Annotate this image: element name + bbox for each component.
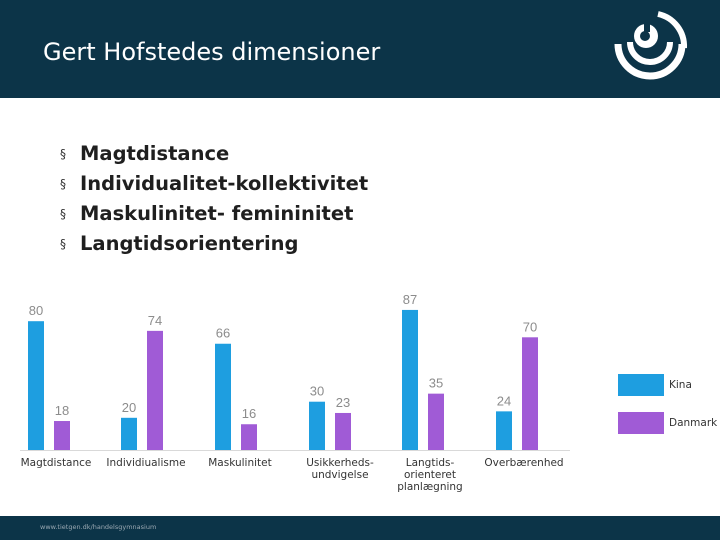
bullet-text: Individualitet-kollektivitet	[80, 172, 369, 195]
data-label: 30	[310, 384, 324, 399]
bullet-text: Maskulinitet- femininitet	[80, 202, 354, 225]
bar-kina	[402, 309, 418, 450]
bar-danmark	[428, 393, 444, 450]
data-label: 80	[29, 303, 43, 318]
bar-kina	[309, 401, 325, 450]
data-label: 74	[148, 313, 162, 328]
category-label: Maskulinitet	[208, 457, 271, 469]
bullet-marker: §	[60, 177, 66, 191]
category-label: Langtids-orienteret planlægning	[397, 457, 462, 493]
data-label: 87	[403, 292, 417, 307]
data-label: 20	[122, 400, 136, 415]
category-label: Individiualisme	[106, 457, 185, 469]
bullet-marker: §	[60, 147, 66, 161]
data-label: 18	[55, 403, 69, 418]
bullet-item: § Langtidsorientering	[60, 229, 368, 259]
hofstede-bar-chart: 80 20 66 30 87 24 18 74 16 23 35 70 Magtdistance Indi…	[20, 292, 718, 493]
bar-kina	[496, 411, 512, 450]
bullet-marker: §	[60, 237, 66, 251]
bar-kina	[121, 417, 137, 450]
bar-danmark	[522, 337, 538, 450]
data-label: 66	[216, 326, 230, 341]
bar-danmark	[147, 330, 163, 450]
footer-bar: www.tietgen.dk/handelsgymnasium	[0, 516, 720, 540]
bar-danmark	[335, 412, 351, 450]
data-label: 70	[523, 319, 537, 334]
legend-label: Danmark	[669, 417, 718, 429]
bullet-text: Langtidsorientering	[80, 232, 299, 255]
footer-url: www.tietgen.dk/handelsgymnasium	[40, 523, 157, 531]
category-label: Magtdistance	[21, 457, 92, 469]
bullet-list: § Magtdistance § Individualitet-kollektivi…	[60, 139, 368, 259]
bullet-marker: §	[60, 207, 66, 221]
slide-title: Gert Hofstedes dimensioner	[43, 38, 381, 66]
data-label: 16	[242, 406, 256, 421]
data-label: 23	[336, 395, 350, 410]
bullet-item: § Individualitet-kollektivitet	[60, 169, 368, 199]
bar-kina	[215, 343, 231, 450]
legend-swatch-danmark	[618, 412, 664, 434]
category-label: Overbærenhed	[484, 457, 563, 469]
header-bar: Gert Hofstedes dimensioner	[0, 0, 720, 98]
data-label: 35	[429, 376, 443, 391]
bullet-item: § Maskulinitet- femininitet	[60, 199, 368, 229]
bullet-item: § Magtdistance	[60, 139, 368, 169]
category-label: Usikkerheds-undvigelse	[306, 457, 374, 481]
bar-danmark	[241, 424, 257, 450]
bar-danmark	[54, 421, 70, 450]
bar-kina	[28, 321, 44, 450]
legend-label: Kina	[669, 379, 692, 391]
legend-swatch-kina	[618, 374, 664, 396]
data-label: 24	[497, 393, 511, 408]
bullet-text: Magtdistance	[80, 142, 230, 165]
tietgen-logo-icon	[614, 11, 688, 80]
